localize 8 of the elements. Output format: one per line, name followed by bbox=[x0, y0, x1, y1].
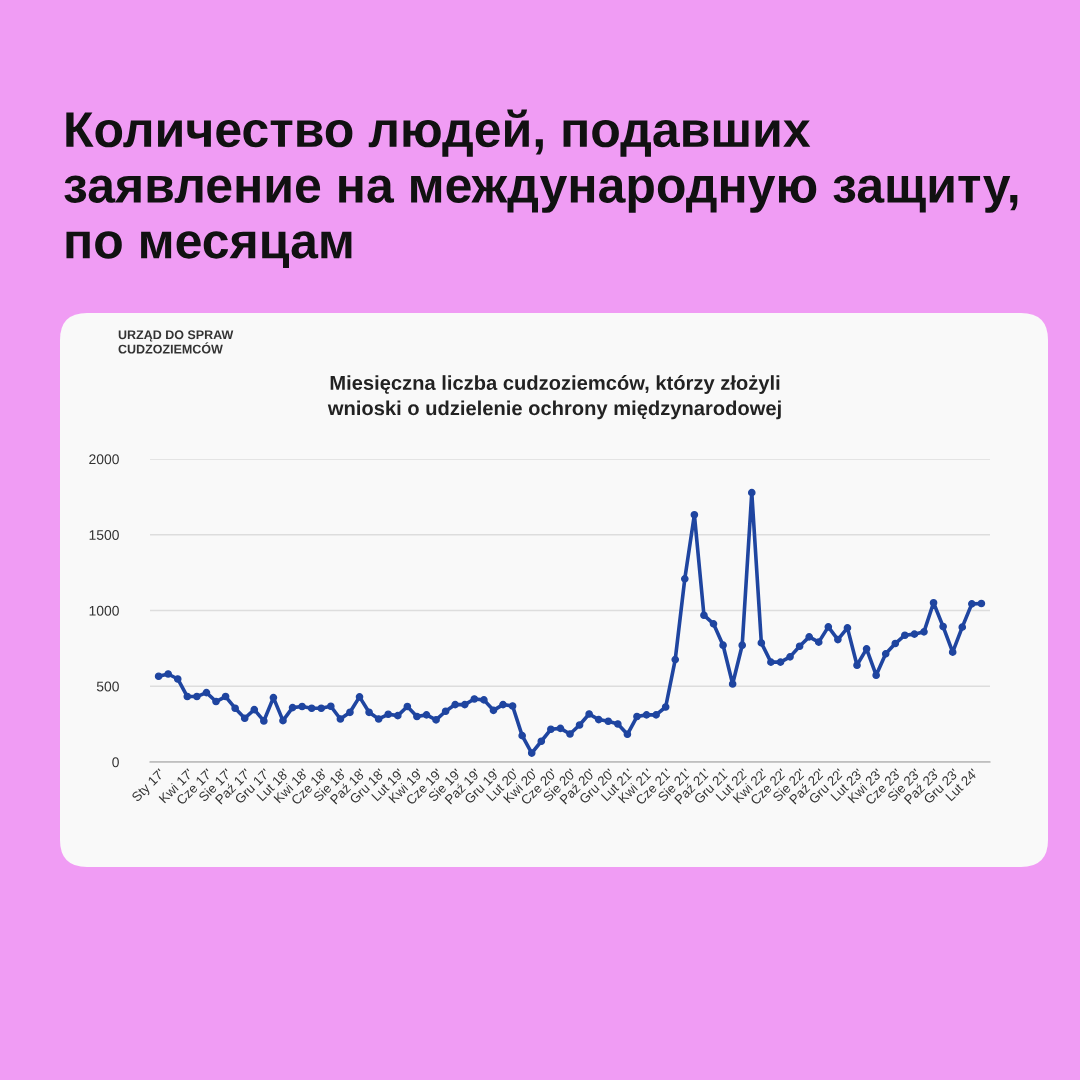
y-tick-label: 1000 bbox=[89, 605, 119, 616]
text: URZĄD DO SPRAW CUDZOZIEMCÓW bbox=[118, 330, 234, 354]
y-tick-label: 500 bbox=[96, 681, 119, 692]
chart-subtitle: Miesięczna liczba cudzoziemców, którzy złożyli wnioski o udzielenie ochrony międzynarodowej bbox=[327, 375, 781, 420]
y-tick-label: 1500 bbox=[89, 530, 119, 540]
chart-title: Количество людей, подавших заявление на международную защиту, по месяцам bbox=[64, 109, 1018, 269]
y-tick-label: 2000 bbox=[89, 454, 119, 465]
y-tick-label: 0 bbox=[112, 757, 119, 768]
